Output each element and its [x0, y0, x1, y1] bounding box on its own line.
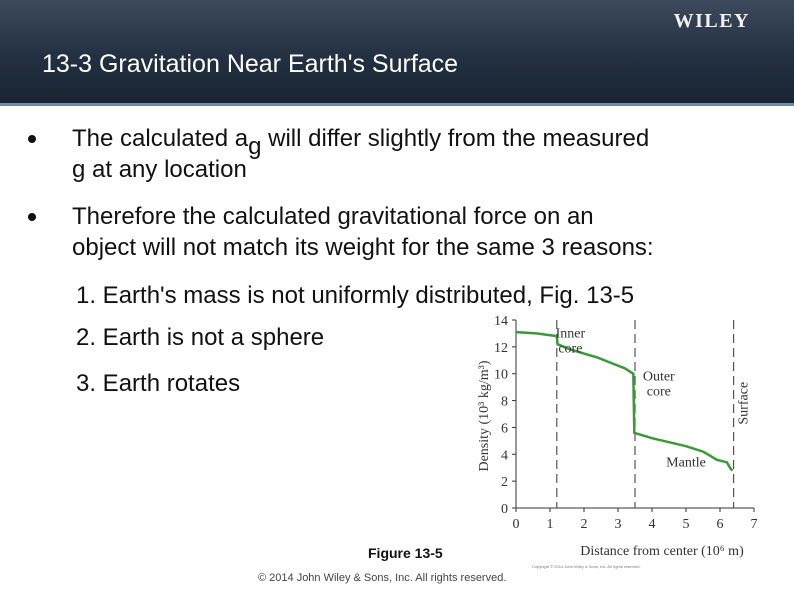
bullet-2-line-2: object will not match its weight for the…: [72, 234, 654, 261]
bullet-1-subscript: g: [248, 133, 262, 160]
y-tick-label: 8: [501, 395, 508, 410]
x-tick-label: 7: [751, 517, 758, 532]
y-tick-label: 4: [501, 448, 508, 463]
bullet-2-line-1: Therefore the calculated gravitational f…: [72, 203, 594, 230]
y-tick-label: 2: [501, 475, 508, 490]
bullet-2: Therefore the calculated gravitational f…: [28, 201, 772, 263]
mantle-label: Mantle: [666, 455, 706, 470]
y-tick-label: 0: [501, 502, 508, 517]
wiley-logo: WILEY: [673, 10, 750, 32]
region-label-line: core: [647, 384, 671, 399]
x-tick-label: 2: [581, 517, 588, 532]
region-label-line: core: [558, 341, 582, 356]
bullet-1-line-2: g at any location: [72, 156, 247, 183]
x-axis-label: Distance from center (10⁶ m): [580, 544, 744, 559]
reason-2: 2. Earth is not a sphere: [76, 324, 325, 351]
figure-small-copyright: Copyright © 2014 John Wiley & Sons, Inc.…: [532, 564, 641, 569]
reason-3: 3. Earth rotates: [76, 370, 241, 397]
bullet-1: The calculated ag will differ slightly f…: [28, 123, 772, 185]
slide-title: 13-3 Gravitation Near Earth's Surface: [42, 50, 459, 78]
region-label-line: Inner: [556, 326, 586, 341]
x-tick-label: 1: [547, 517, 554, 532]
slide-copyright: © 2014 John Wiley & Sons, Inc. All right…: [258, 572, 507, 584]
x-tick-label: 6: [717, 517, 724, 532]
region-boundaries: [556, 320, 735, 508]
x-tick-label: 4: [649, 517, 656, 532]
surface-label: Surface: [737, 382, 752, 425]
x-tick-label: 3: [615, 517, 622, 532]
chart-axes: [515, 320, 754, 509]
y-tick-label: 12: [494, 341, 508, 356]
inner-core-label: Inner core: [556, 326, 586, 356]
y-tick-label: 14: [494, 314, 508, 329]
density-curve: [515, 330, 734, 472]
bullet-1-text-b: will differ slightly from the measured: [261, 125, 650, 152]
y-tick-label: 6: [501, 421, 508, 436]
reason-1: 1. Earth's mass is not uniformly distrib…: [76, 282, 635, 309]
title-bar: [0, 0, 794, 103]
y-axis-label: Density (10³ kg/m³): [477, 360, 492, 471]
bullet-dot-icon: [28, 213, 36, 221]
figure-caption: Figure 13-5: [368, 545, 443, 561]
header-divider: [0, 103, 794, 106]
y-tick-label: 10: [494, 368, 508, 383]
outer-core-label: Outer core: [643, 369, 675, 399]
bullet-dot-icon: [28, 135, 36, 143]
region-label-line: Outer: [643, 369, 675, 384]
x-tick-label: 5: [683, 517, 690, 532]
x-tick-label: 0: [513, 517, 520, 532]
bullet-1-text-a: The calculated a: [72, 125, 249, 152]
